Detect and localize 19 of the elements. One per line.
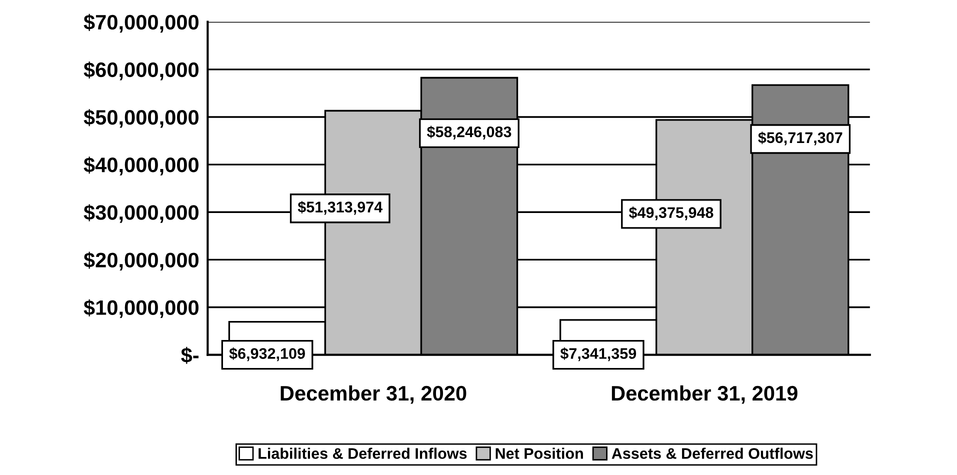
legend-label: Liabilities & Deferred Inflows bbox=[258, 448, 467, 459]
data-label: $7,341,359 bbox=[560, 347, 636, 362]
y-tick-label: $30,000,000 bbox=[84, 204, 198, 223]
data-label: $49,375,948 bbox=[628, 206, 714, 220]
y-tick-label: $70,000,000 bbox=[84, 14, 198, 33]
y-tick-label: $10,000,000 bbox=[84, 299, 198, 318]
y-tick-label: $40,000,000 bbox=[84, 156, 198, 176]
legend-label: Net Position bbox=[496, 448, 583, 459]
data-label: $6,932,109 bbox=[229, 347, 305, 362]
x-tick-label: December 31, 2020 bbox=[280, 385, 466, 404]
data-label: $51,313,974 bbox=[298, 200, 383, 215]
y-tick-label: $20,000,000 bbox=[84, 252, 198, 270]
y-tick-label: $- bbox=[181, 346, 199, 364]
y-tick-label: $60,000,000 bbox=[84, 62, 198, 80]
x-tick-label: December 31, 2019 bbox=[612, 385, 798, 404]
y-tick-label: $50,000,000 bbox=[84, 109, 198, 128]
data-label: $56,717,307 bbox=[758, 132, 842, 146]
legend-label: Assets & Deferred Outflows bbox=[612, 448, 813, 459]
data-label: $58,246,083 bbox=[426, 126, 512, 140]
